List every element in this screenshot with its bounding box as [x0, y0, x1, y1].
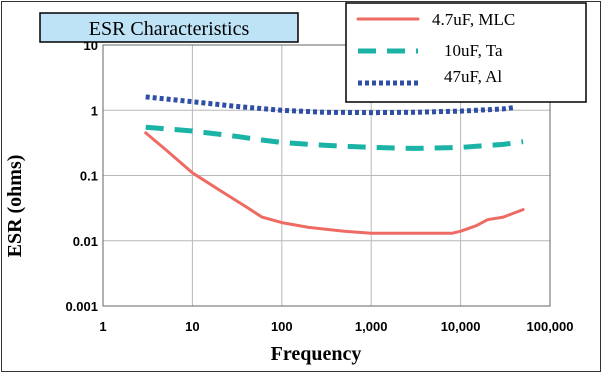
y-axis-title: ESR (ohms) [4, 155, 26, 258]
y-tick-label: 0.001 [65, 299, 98, 314]
series-layer [144, 94, 525, 235]
chart-title: ESR Characteristics [89, 18, 250, 40]
y-tick-label: 0.1 [80, 169, 98, 184]
x-tick-label: 10,000 [441, 319, 481, 334]
series-line-al [145, 94, 515, 116]
series-line-mlc [144, 131, 525, 235]
legend-label-al: 47uF, Al [444, 67, 502, 86]
plot-area [102, 44, 551, 307]
x-axis-title: Frequency [271, 343, 362, 365]
x-tick-label: 1,000 [355, 319, 388, 334]
x-tick-label: 10 [185, 319, 199, 334]
legend-label-ta: 10uF, Ta [444, 41, 503, 60]
y-tick-label: 0.01 [73, 234, 98, 249]
x-tick-label: 100 [271, 319, 293, 334]
x-tick-label: 1 [99, 319, 106, 334]
chart-title-box: ESR Characteristics [39, 12, 299, 43]
y-tick-label: 1 [91, 103, 98, 118]
legend: 4.7uF, MLC 10uF, Ta 47uF, Al [345, 2, 587, 103]
series-line-ta [145, 124, 524, 151]
legend-label-mlc: 4.7uF, MLC [432, 10, 515, 29]
title-box-bg [39, 12, 299, 43]
x-tick-label: 100,000 [527, 319, 574, 334]
